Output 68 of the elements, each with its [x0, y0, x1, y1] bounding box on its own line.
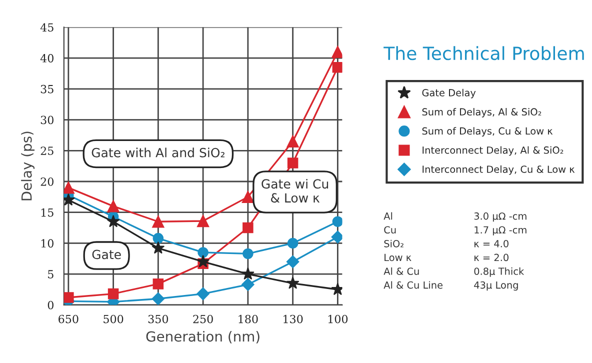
legend-label: Sum of Delays, Cu & Low κ [422, 127, 553, 137]
text: SiO₂ [384, 240, 404, 248]
point [242, 248, 254, 260]
text: 3.0 μΩ -cm [474, 212, 526, 222]
point [332, 216, 342, 227]
point [241, 267, 254, 280]
point [196, 214, 210, 228]
point [152, 241, 165, 254]
point [286, 135, 299, 148]
x-axis-title: Generation (nm) [146, 330, 260, 344]
text: Cu [384, 226, 396, 234]
text: Al & Cu [384, 267, 419, 275]
point [152, 292, 165, 305]
legend-label: Sum of Delays, Al & SiO₂ [422, 108, 542, 118]
y-tick-label: 10 [41, 239, 54, 248]
y-tick-label: 20 [40, 177, 54, 186]
point [242, 190, 254, 204]
text: κ = 2.0 [474, 254, 508, 262]
point [152, 232, 164, 244]
y-axis-title: Delay (ps) [21, 132, 35, 200]
x-tick-label: 650 [58, 314, 78, 324]
x-tick-label: 500 [104, 314, 124, 324]
text: Low κ [384, 254, 412, 262]
y-tick-label: 35 [40, 84, 54, 94]
point [287, 238, 298, 249]
point [198, 247, 208, 258]
text: 1.7 μΩ -cm [474, 226, 526, 236]
point [331, 230, 342, 244]
y-tick-label: 0 [48, 300, 54, 310]
x-tick-label: 350 [148, 314, 168, 324]
text: 43μ Long [474, 281, 518, 291]
point [332, 62, 342, 73]
point [196, 254, 210, 268]
point [107, 200, 120, 212]
text: Al [384, 212, 392, 220]
text: The Technical Problem [384, 46, 584, 60]
point [108, 288, 119, 300]
point [152, 278, 164, 290]
text: κ = 4.0 [474, 240, 508, 248]
y-tick-label: 5 [48, 270, 54, 278]
point [242, 222, 254, 234]
legend-label: Interconnect Delay, Al & SiO₂ [422, 146, 564, 156]
x-tick-label: 180 [238, 314, 258, 324]
text: Al & Cu Line [384, 281, 443, 289]
y-tick-label: 25 [40, 146, 54, 156]
point [286, 255, 300, 268]
y-tick-label: 15 [41, 208, 54, 217]
x-tick-label: 250 [193, 314, 213, 324]
y-tick-label: 30 [40, 116, 54, 124]
point [64, 292, 74, 303]
annotation: Gate wi Cu & Low κ [262, 178, 328, 203]
text: 0.8μ Thick [474, 267, 524, 277]
point [332, 46, 342, 58]
x-tick-label: 130 [284, 314, 303, 324]
x-tick-label: 100 [328, 314, 348, 324]
point [152, 216, 164, 228]
annotation: Gate with Al and SiO₂ [92, 148, 224, 158]
point [286, 276, 300, 289]
point [106, 214, 120, 228]
y-tick-label: 45 [40, 23, 54, 32]
annotation: Gate [92, 250, 121, 260]
y-tick-label: 40 [40, 54, 54, 62]
legend-label: Gate Delay [422, 88, 476, 98]
legend-label: Interconnect Delay, Cu & Low κ [422, 165, 575, 175]
point [196, 287, 210, 300]
point [287, 158, 298, 168]
point [242, 278, 254, 291]
point [64, 182, 74, 194]
